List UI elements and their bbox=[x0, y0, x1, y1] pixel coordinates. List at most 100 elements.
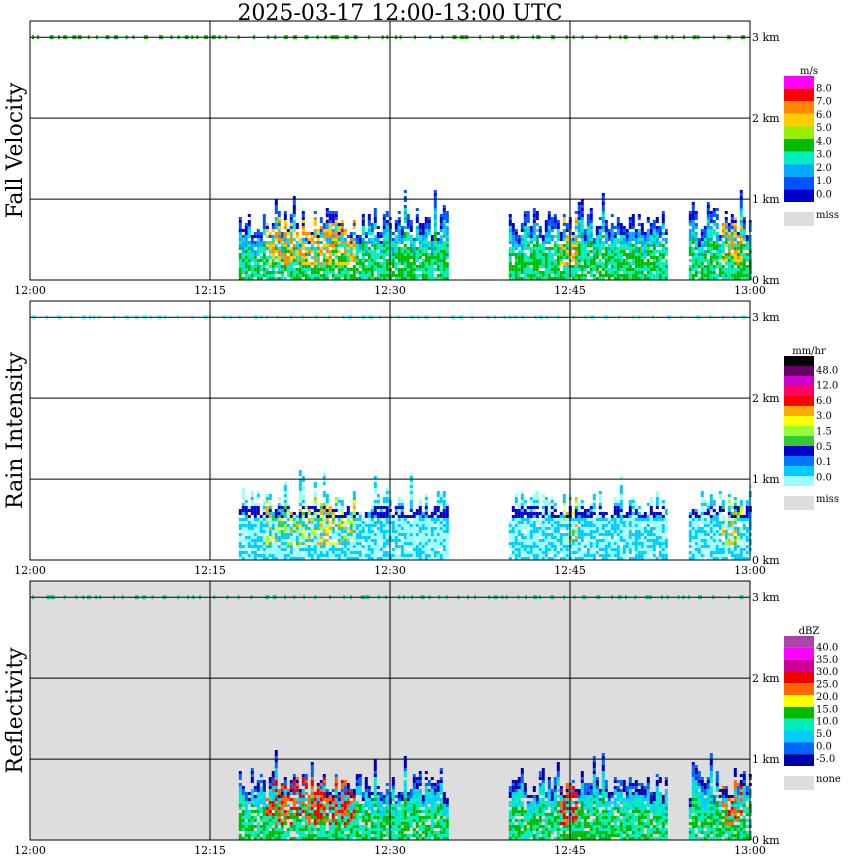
echo-cell bbox=[355, 533, 359, 536]
echo-cell bbox=[721, 542, 725, 545]
echo-cell bbox=[661, 223, 665, 226]
echo-cell bbox=[373, 476, 377, 479]
echo-cell bbox=[736, 253, 740, 256]
echo-cell bbox=[244, 551, 248, 554]
echo-cell bbox=[262, 262, 266, 265]
echo-cell bbox=[325, 494, 329, 497]
legend-level: 8.0 bbox=[816, 83, 832, 94]
echo-cell bbox=[613, 241, 617, 244]
echo-cell bbox=[538, 247, 542, 250]
echo-cell bbox=[304, 259, 308, 262]
echo-cell bbox=[394, 548, 398, 551]
echo-cell bbox=[535, 274, 539, 277]
echo-cell bbox=[589, 256, 593, 259]
echo-cell bbox=[271, 238, 275, 241]
echo-cell bbox=[727, 259, 731, 262]
echo-cell bbox=[598, 548, 602, 551]
echo-cell bbox=[337, 271, 341, 274]
echo-cell bbox=[433, 527, 437, 530]
echo-cell bbox=[445, 277, 449, 280]
echo-cell bbox=[718, 533, 722, 536]
echo-cell bbox=[427, 539, 431, 542]
echo-cell bbox=[589, 548, 593, 551]
echo-cell bbox=[436, 265, 440, 268]
echo-cell bbox=[526, 265, 530, 268]
echo-cell bbox=[409, 247, 413, 250]
echo-cell bbox=[508, 274, 512, 277]
echo-cell bbox=[610, 223, 614, 226]
echo-cell bbox=[364, 244, 368, 247]
echo-cell bbox=[262, 250, 266, 253]
echo-cell bbox=[355, 235, 359, 238]
echo-cell bbox=[613, 244, 617, 247]
echo-cell bbox=[724, 274, 728, 277]
echo-cell bbox=[625, 265, 629, 268]
echo-cell bbox=[304, 536, 308, 539]
echo-cell bbox=[517, 503, 521, 506]
echo-cell bbox=[439, 557, 443, 560]
echo-cell bbox=[274, 524, 278, 527]
echo-cell bbox=[520, 548, 524, 551]
echo-cell bbox=[358, 271, 362, 274]
echo-cell bbox=[577, 509, 581, 512]
echo-cell bbox=[385, 557, 389, 560]
echo-cell bbox=[703, 500, 707, 503]
echo-cell bbox=[367, 554, 371, 557]
echo-cell bbox=[253, 241, 257, 244]
echo-cell bbox=[307, 253, 311, 256]
echo-cell bbox=[259, 241, 263, 244]
echo-cell bbox=[616, 262, 620, 265]
echo-cell bbox=[328, 220, 332, 223]
echo-cell bbox=[277, 527, 281, 530]
echo-cell bbox=[601, 265, 605, 268]
echo-cell bbox=[394, 253, 398, 256]
echo-cell bbox=[238, 518, 242, 521]
echo-cell bbox=[508, 268, 512, 271]
echo-cell bbox=[424, 259, 428, 262]
echo-cell bbox=[391, 244, 395, 247]
echo-cell bbox=[691, 557, 695, 560]
echo-cell bbox=[580, 199, 584, 202]
echo-cell bbox=[634, 262, 638, 265]
echo-cell bbox=[577, 518, 581, 521]
echo-cell bbox=[268, 274, 272, 277]
echo-cell bbox=[283, 256, 287, 259]
echo-cell bbox=[430, 262, 434, 265]
echo-cell bbox=[307, 539, 311, 542]
echo-cell bbox=[553, 518, 557, 521]
echo-cell bbox=[643, 554, 647, 557]
echo-cell bbox=[619, 503, 623, 506]
echo-cell bbox=[592, 548, 596, 551]
echo-cell bbox=[337, 241, 341, 244]
echo-cell bbox=[265, 527, 269, 530]
echo-cell bbox=[649, 539, 653, 542]
echo-cell bbox=[706, 259, 710, 262]
echo-cell bbox=[355, 262, 359, 265]
echo-cell bbox=[358, 262, 362, 265]
echo-cell bbox=[574, 220, 578, 223]
echo-cell bbox=[253, 521, 257, 524]
echo-cell bbox=[439, 253, 443, 256]
echo-cell bbox=[340, 226, 344, 229]
echo-cell bbox=[370, 223, 374, 226]
echo-cell bbox=[637, 217, 641, 220]
echo-cell bbox=[574, 536, 578, 539]
echo-cell bbox=[619, 557, 623, 560]
echo-cell bbox=[535, 238, 539, 241]
echo-cell bbox=[328, 545, 332, 548]
echo-cell bbox=[250, 250, 254, 253]
echo-cell bbox=[661, 527, 665, 530]
echo-cell bbox=[436, 542, 440, 545]
echo-cell bbox=[379, 524, 383, 527]
echo-cell bbox=[730, 226, 734, 229]
echo-cell bbox=[604, 530, 608, 533]
echo-cell bbox=[364, 235, 368, 238]
echo-cell bbox=[412, 548, 416, 551]
echo-cell bbox=[346, 557, 350, 560]
echo-cell bbox=[535, 503, 539, 506]
echo-cell bbox=[511, 530, 515, 533]
echo-cell bbox=[424, 265, 428, 268]
echo-cell bbox=[607, 259, 611, 262]
echo-cell bbox=[325, 542, 329, 545]
echo-cell bbox=[403, 554, 407, 557]
